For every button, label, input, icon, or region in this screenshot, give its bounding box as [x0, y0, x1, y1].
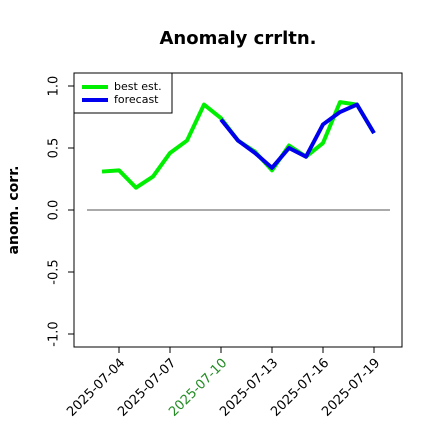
y-tick-label: -1.0 [47, 321, 62, 346]
y-tick-label: 1.0 [47, 76, 62, 97]
legend-box [73, 72, 173, 114]
y-tick-label: -0.5 [47, 259, 62, 284]
chart-title: Anomaly crrltn. [159, 28, 316, 49]
legend-label: forecast [114, 93, 159, 106]
y-axis-label: anom. corr. [6, 166, 22, 255]
y-tick-label: 0.0 [47, 200, 62, 221]
legend-label: best est. [114, 80, 162, 93]
y-tick-label: 0.5 [47, 138, 62, 159]
series-line [219, 102, 376, 170]
